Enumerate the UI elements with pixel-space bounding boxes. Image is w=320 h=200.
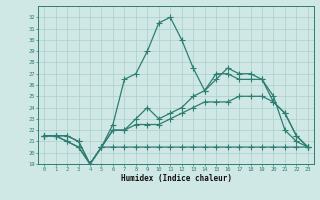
- X-axis label: Humidex (Indice chaleur): Humidex (Indice chaleur): [121, 174, 231, 183]
